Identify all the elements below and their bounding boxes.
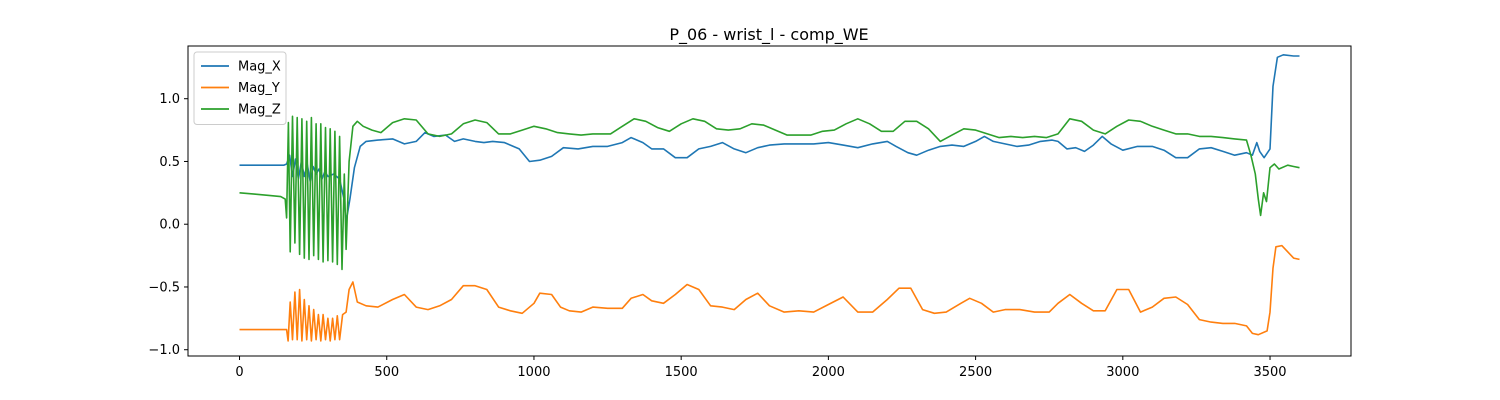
series-lines xyxy=(239,54,1300,342)
y-axis-ticks: −1.0 −0.5 0.0 0.5 1.0 xyxy=(148,92,188,358)
legend-label: Mag_Y xyxy=(238,81,280,96)
x-tick-label: 2500 xyxy=(959,365,992,380)
x-tick-label: 1000 xyxy=(517,365,550,380)
legend-label: Mag_Z xyxy=(238,103,281,118)
y-tick-label: −0.5 xyxy=(148,280,180,295)
x-tick-label: 2000 xyxy=(812,365,845,380)
legend-box xyxy=(193,51,287,125)
x-tick-label: 3500 xyxy=(1253,365,1286,380)
chart-title: P_06 - wrist_l - comp_WE xyxy=(669,25,868,45)
y-tick-label: 0.5 xyxy=(159,155,180,170)
series-line-mag-y xyxy=(239,244,1300,342)
series-line-mag-z xyxy=(239,115,1300,271)
y-tick-label: 0.0 xyxy=(159,218,180,233)
x-tick-label: 500 xyxy=(374,365,399,380)
y-tick-label: −1.0 xyxy=(148,343,180,358)
x-tick-label: 3000 xyxy=(1106,365,1139,380)
plot-area-frame xyxy=(187,45,1352,357)
x-tick-label: 1500 xyxy=(665,365,698,380)
x-axis-ticks: 0 500 1000 1500 2000 2500 3000 3500 xyxy=(235,356,1287,380)
legend-label: Mag_X xyxy=(238,60,281,75)
legend: Mag_X Mag_Y Mag_Z xyxy=(193,51,287,125)
y-tick-label: 1.0 xyxy=(159,92,180,107)
x-tick-label: 0 xyxy=(235,365,243,380)
